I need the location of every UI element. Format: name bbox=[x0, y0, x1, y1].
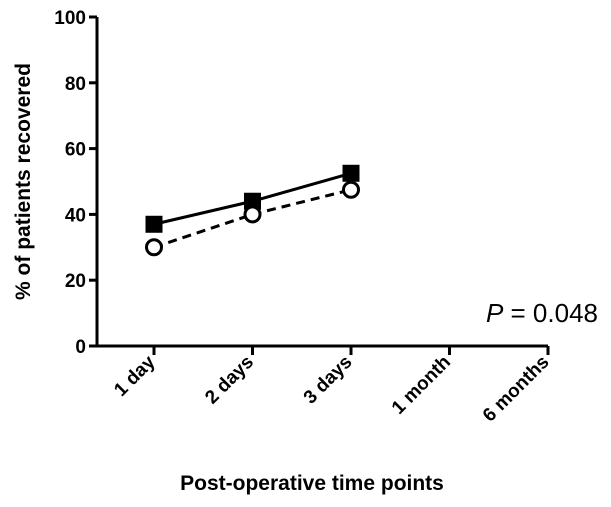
series-2 bbox=[145, 180, 360, 257]
p-value-annotation: P = 0.048 bbox=[486, 298, 598, 328]
y-tick-label-60: 60 bbox=[65, 140, 86, 161]
series-layer bbox=[145, 164, 360, 257]
x-tick-label-6-months: 6 months bbox=[479, 352, 554, 427]
y-ticks: 0 20 40 60 80 100 bbox=[54, 8, 97, 358]
x-tick-label-1-day: 1 day bbox=[110, 351, 160, 401]
series-1-segment-1 bbox=[153, 199, 253, 226]
series-2-point-3-days bbox=[342, 180, 360, 199]
series-2-segment-1 bbox=[153, 212, 253, 249]
series-1 bbox=[145, 164, 360, 233]
y-tick-label-80: 80 bbox=[65, 74, 86, 95]
x-tick-label-1-month: 1 month bbox=[388, 352, 455, 419]
series-1-point-3-days bbox=[342, 164, 360, 182]
series-2-point-1-day bbox=[145, 238, 163, 257]
x-tick-label-2-days: 2 days bbox=[201, 352, 258, 409]
y-axis-title: % of patients recovered bbox=[12, 63, 35, 300]
series-2-segment-2 bbox=[252, 188, 352, 216]
series-1-point-1-day bbox=[145, 215, 163, 233]
y-tick-label-0: 0 bbox=[75, 337, 86, 358]
series-2-point-2-days bbox=[243, 205, 262, 224]
p-value-symbol: P bbox=[486, 298, 504, 328]
x-ticks: 1 day 2 days 3 days 1 month 6 months bbox=[110, 346, 554, 427]
y-tick-label-40: 40 bbox=[65, 205, 86, 226]
x-tick-label-3-days: 3 days bbox=[300, 352, 357, 409]
p-value-text: = 0.048 bbox=[503, 298, 598, 328]
series-1-point-2-days bbox=[244, 192, 261, 210]
y-tick-label-20: 20 bbox=[65, 271, 86, 292]
series-1-segment-2 bbox=[252, 171, 352, 203]
y-tick-label-100: 100 bbox=[54, 8, 86, 29]
x-axis-title: Post-operative time points bbox=[180, 472, 444, 495]
